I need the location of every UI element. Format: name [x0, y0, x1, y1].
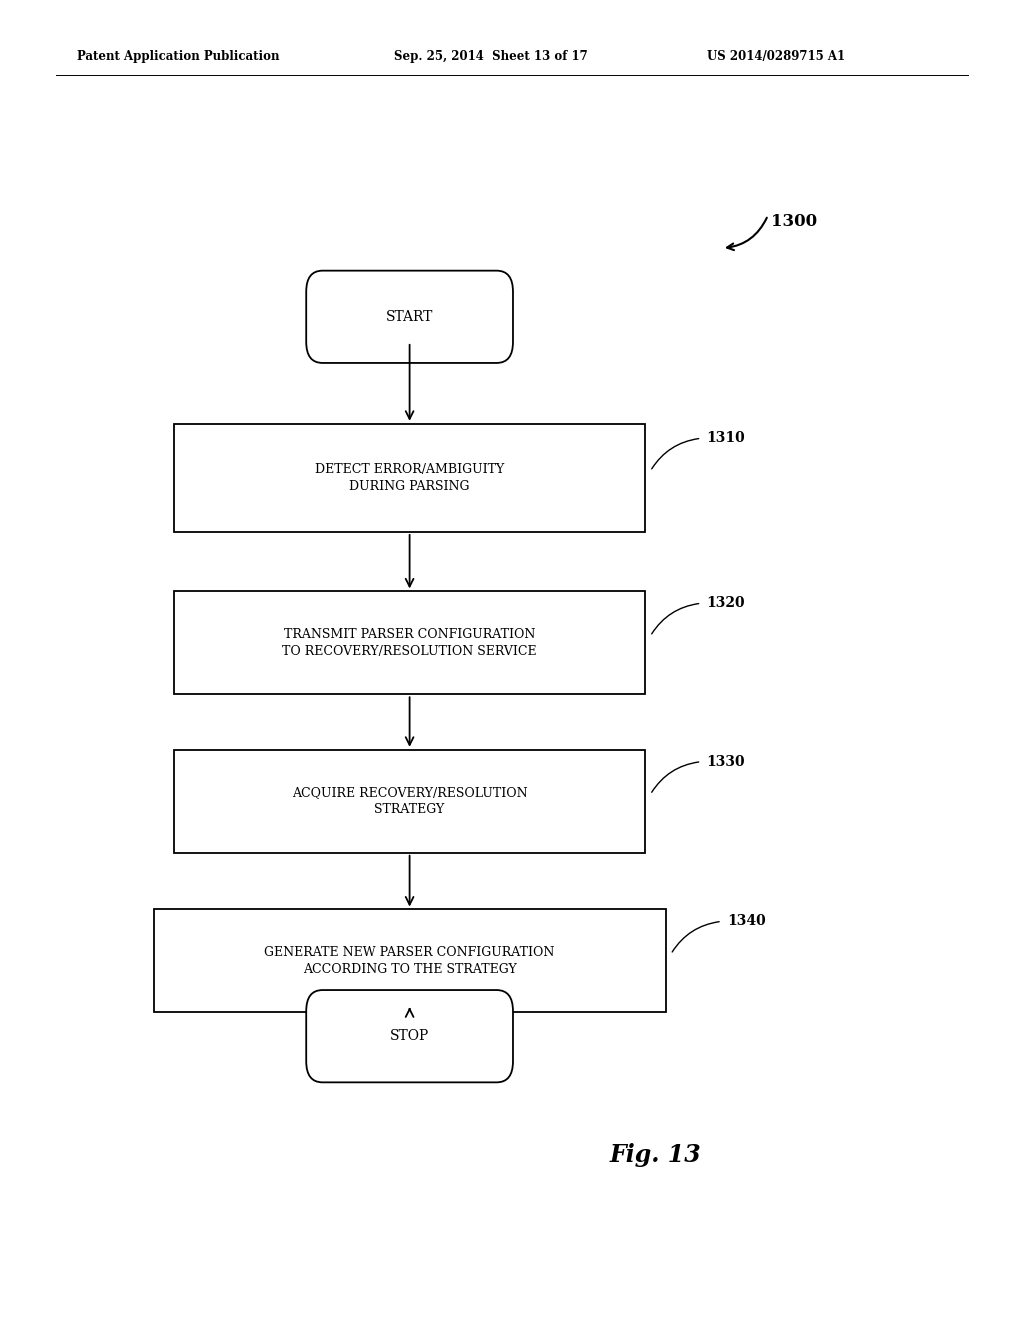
Text: 1320: 1320: [707, 597, 745, 610]
Bar: [174, 424, 645, 532]
Bar: [174, 750, 645, 853]
FancyArrowPatch shape: [651, 762, 698, 792]
Text: TRANSMIT PARSER CONFIGURATION
TO RECOVERY/RESOLUTION SERVICE: TRANSMIT PARSER CONFIGURATION TO RECOVER…: [283, 628, 537, 657]
FancyArrowPatch shape: [672, 921, 719, 952]
Text: START: START: [386, 310, 433, 323]
FancyArrowPatch shape: [651, 603, 698, 634]
Text: US 2014/0289715 A1: US 2014/0289715 A1: [707, 50, 845, 63]
FancyArrowPatch shape: [727, 218, 767, 249]
Text: STOP: STOP: [390, 1030, 429, 1043]
Bar: [174, 591, 645, 694]
Text: DETECT ERROR/AMBIGUITY
DURING PARSING: DETECT ERROR/AMBIGUITY DURING PARSING: [315, 463, 504, 492]
Text: ACQUIRE RECOVERY/RESOLUTION
STRATEGY: ACQUIRE RECOVERY/RESOLUTION STRATEGY: [292, 787, 527, 816]
FancyBboxPatch shape: [306, 271, 513, 363]
Bar: [154, 909, 666, 1012]
FancyArrowPatch shape: [651, 438, 698, 469]
Text: GENERATE NEW PARSER CONFIGURATION
ACCORDING TO THE STRATEGY: GENERATE NEW PARSER CONFIGURATION ACCORD…: [264, 946, 555, 975]
Text: Patent Application Publication: Patent Application Publication: [77, 50, 280, 63]
Text: Fig. 13: Fig. 13: [609, 1143, 701, 1167]
Text: 1330: 1330: [707, 755, 745, 768]
Text: 1310: 1310: [707, 432, 745, 445]
Text: Sep. 25, 2014  Sheet 13 of 17: Sep. 25, 2014 Sheet 13 of 17: [394, 50, 588, 63]
Text: 1340: 1340: [727, 915, 766, 928]
FancyBboxPatch shape: [306, 990, 513, 1082]
Text: 1300: 1300: [771, 214, 817, 230]
